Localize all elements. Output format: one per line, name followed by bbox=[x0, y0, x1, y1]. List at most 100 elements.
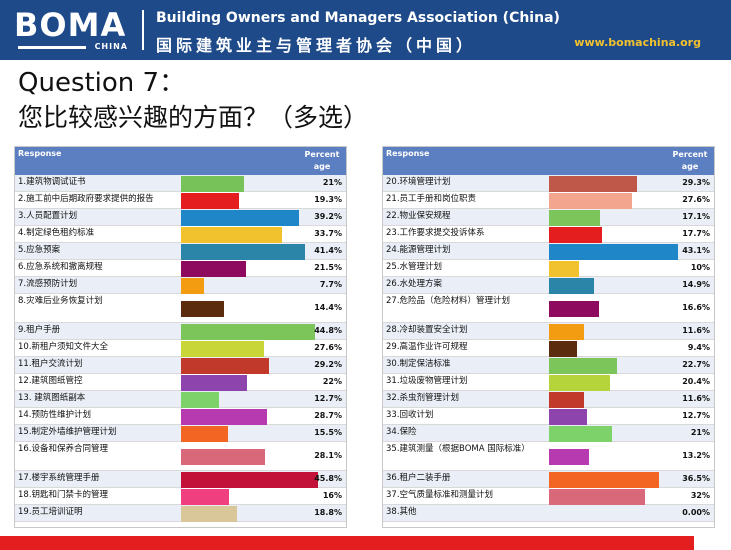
table-row: 35.建筑测量（根据BOMA 国际标准） 13.2% bbox=[383, 442, 714, 471]
percentage-bar bbox=[181, 425, 228, 442]
percentage-bar bbox=[181, 175, 244, 192]
percentage-value: 15.5% bbox=[314, 428, 342, 437]
row-label: 16.设备和保养合同管理 bbox=[18, 444, 109, 454]
percentage-bar bbox=[181, 277, 205, 294]
row-label: 21.员工手册和岗位职责 bbox=[386, 194, 477, 204]
table-row: 21.员工手册和岗位职责 27.6% bbox=[383, 192, 714, 209]
table-row: 11.租户交流计划 29.2% bbox=[15, 357, 346, 374]
table-row: 20.环境管理计划 29.3% bbox=[383, 175, 714, 192]
table-row: 2.施工前中后期政府要求提供的报告 19.3% bbox=[15, 192, 346, 209]
percentage-bar bbox=[181, 374, 247, 391]
table-row: 19.员工培训证明 18.8% bbox=[15, 505, 346, 522]
percentage-value: 32% bbox=[690, 491, 710, 500]
row-label: 32.杀虫剂管理计划 bbox=[386, 393, 460, 403]
percentage-value: 14.9% bbox=[682, 280, 710, 289]
percentage-value: 9.4% bbox=[687, 343, 710, 352]
percentage-bar bbox=[181, 448, 266, 465]
row-label: 7.流感预防计划 bbox=[18, 279, 78, 289]
row-label: 8.灾难后业务恢复计划 bbox=[18, 296, 103, 306]
percentage-value: 7.7% bbox=[319, 280, 342, 289]
row-label: 30.制定保洁标准 bbox=[386, 359, 451, 369]
percentage-value: 27.6% bbox=[682, 195, 710, 204]
percentage-value: 0.00% bbox=[682, 508, 710, 517]
table-row: 14.预防性维护计划 28.7% bbox=[15, 408, 346, 425]
percentage-bar bbox=[549, 260, 579, 277]
percentage-bar bbox=[181, 488, 229, 505]
table-row: 9.租户手册 44.8% bbox=[15, 323, 346, 340]
row-label: 29.高温作业许可规程 bbox=[386, 342, 468, 352]
table-row: 12.建筑图纸管控 22% bbox=[15, 374, 346, 391]
percentage-bar bbox=[181, 300, 225, 317]
row-label: 33.回收计划 bbox=[386, 410, 434, 420]
table-row: 29.高温作业许可规程 9.4% bbox=[383, 340, 714, 357]
table-row: 26.水处理方案 14.9% bbox=[383, 277, 714, 294]
percentage-value: 22% bbox=[322, 377, 342, 386]
percentage-bar bbox=[549, 448, 589, 465]
row-label: 28.冷却装置安全计划 bbox=[386, 325, 468, 335]
percentage-bar bbox=[549, 425, 612, 442]
table-row: 33.回收计划 12.7% bbox=[383, 408, 714, 425]
row-label: 3.人员配置计划 bbox=[18, 211, 78, 221]
percentage-value: 17.1% bbox=[682, 212, 710, 221]
table-row: 25.水管理计划 10% bbox=[383, 260, 714, 277]
row-label: 13. 建筑图纸副本 bbox=[18, 393, 86, 403]
table-row: 22.物业保安规程 17.1% bbox=[383, 209, 714, 226]
percentage-bar bbox=[181, 408, 268, 425]
logo-text: BOMA bbox=[14, 6, 127, 44]
org-name-english: Building Owners and Managers Association… bbox=[156, 10, 560, 26]
row-label: 18.钥匙和门禁卡的管理 bbox=[18, 490, 109, 500]
row-label: 22.物业保安规程 bbox=[386, 211, 451, 221]
table-row: 6.应急系统和撤离规程 21.5% bbox=[15, 260, 346, 277]
row-label: 4.制定绿色租约标准 bbox=[18, 228, 95, 238]
percentage-value: 21.5% bbox=[314, 263, 342, 272]
row-label: 37.空气质量标准和测量计划 bbox=[386, 490, 494, 500]
percentage-bar bbox=[549, 300, 599, 317]
percentage-bar bbox=[549, 488, 645, 505]
percentage-bar bbox=[549, 391, 584, 408]
table-row: 16.设备和保养合同管理 28.1% bbox=[15, 442, 346, 471]
percentage-bar bbox=[181, 471, 319, 488]
percentage-bar bbox=[181, 391, 220, 408]
percentage-value: 21% bbox=[690, 428, 710, 437]
table-row: 36.租户二装手册 36.5% bbox=[383, 471, 714, 488]
percentage-value: 16% bbox=[322, 491, 342, 500]
percentage-value: 29.3% bbox=[682, 178, 710, 187]
table-row: 38.其他 0.00% bbox=[383, 505, 714, 522]
percentage-bar bbox=[181, 209, 299, 226]
percentage-bar bbox=[549, 408, 588, 425]
percentage-bar bbox=[549, 277, 594, 294]
percentage-value: 14.4% bbox=[314, 303, 342, 312]
header-percent: Percent age bbox=[672, 150, 708, 171]
table-row: 5.应急预案 41.4% bbox=[15, 243, 346, 260]
table-row: 32.杀虫剂管理计划 11.6% bbox=[383, 391, 714, 408]
percentage-value: 44.8% bbox=[314, 326, 342, 335]
org-website: www.bomachina.org bbox=[574, 36, 701, 49]
header-banner: BOMA CHINA Building Owners and Managers … bbox=[0, 0, 731, 60]
table-row: 1.建筑物调试证书 21% bbox=[15, 175, 346, 192]
percentage-value: 29.2% bbox=[314, 360, 342, 369]
table-row: 17.楼宇系统管理手册 45.8% bbox=[15, 471, 346, 488]
percentage-value: 28.1% bbox=[314, 451, 342, 460]
table-row: 4.制定绿色租约标准 33.7% bbox=[15, 226, 346, 243]
percentage-bar bbox=[181, 340, 264, 357]
percentage-value: 10% bbox=[690, 263, 710, 272]
row-label: 10.新租户须知文件大全 bbox=[18, 342, 109, 352]
percentage-bar bbox=[181, 260, 246, 277]
table-row: 31.垃圾废物管理计划 20.4% bbox=[383, 374, 714, 391]
row-label: 17.楼宇系统管理手册 bbox=[18, 473, 100, 483]
table-row: 34.保险 21% bbox=[383, 425, 714, 442]
percentage-value: 22.7% bbox=[682, 360, 710, 369]
boma-logo: BOMA CHINA bbox=[14, 8, 132, 52]
row-label: 6.应急系统和撤离规程 bbox=[18, 262, 103, 272]
row-label: 19.员工培训证明 bbox=[18, 507, 83, 517]
row-label: 5.应急预案 bbox=[18, 245, 61, 255]
row-label: 1.建筑物调试证书 bbox=[18, 177, 86, 187]
percentage-bar bbox=[181, 505, 238, 522]
percentage-value: 11.6% bbox=[682, 326, 710, 335]
row-label: 34.保险 bbox=[386, 427, 417, 437]
bottom-red-rule bbox=[0, 536, 694, 550]
table-row: 13. 建筑图纸副本 12.7% bbox=[15, 391, 346, 408]
logo-underline bbox=[18, 46, 86, 49]
row-label: 20.环境管理计划 bbox=[386, 177, 451, 187]
row-label: 9.租户手册 bbox=[18, 325, 61, 335]
